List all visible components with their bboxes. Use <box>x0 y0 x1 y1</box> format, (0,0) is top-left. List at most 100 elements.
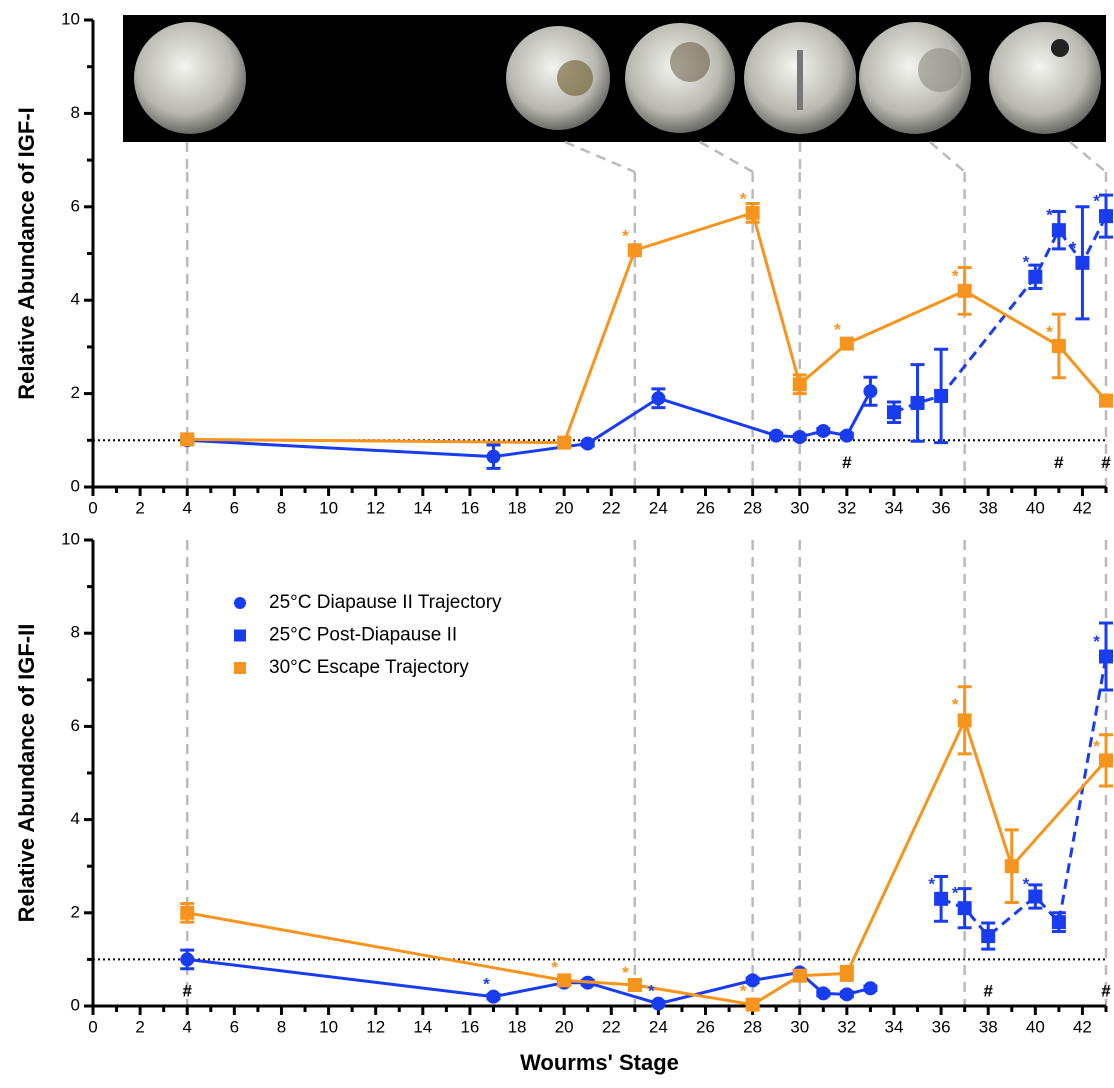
x-tick-label: 16 <box>460 498 479 517</box>
data-point <box>486 449 501 464</box>
data-point <box>934 891 949 906</box>
data-point <box>934 388 949 403</box>
annotation: # <box>1054 453 1064 472</box>
data-point <box>816 423 831 438</box>
x-tick-label: 22 <box>602 498 621 517</box>
annotation: * <box>1046 206 1053 225</box>
y-tick-label: 10 <box>61 9 80 28</box>
data-point <box>1099 209 1113 224</box>
x-tick-label: 16 <box>460 1017 479 1036</box>
annotation: * <box>834 320 841 339</box>
x-tick-label: 36 <box>932 1017 951 1036</box>
x-tick-label: 0 <box>88 1017 97 1036</box>
data-point <box>486 989 501 1004</box>
legend-label: 30°C Escape Trajectory <box>269 657 469 678</box>
x-axis-title: Wourms' Stage <box>520 1050 679 1075</box>
x-tick-label: 26 <box>696 498 715 517</box>
data-point <box>1051 223 1066 238</box>
y-axis-title: Relative Abundance of IGF-I <box>14 107 39 400</box>
x-tick-label: 24 <box>649 1017 668 1036</box>
annotation: * <box>648 982 655 1001</box>
x-tick-label: 6 <box>230 498 239 517</box>
x-tick-label: 20 <box>555 1017 574 1036</box>
annotation: * <box>928 874 935 893</box>
legend-marker <box>234 629 246 642</box>
x-tick-label: 14 <box>413 1017 432 1036</box>
x-tick-label: 8 <box>277 498 286 517</box>
x-tick-label: 10 <box>319 498 338 517</box>
y-tick-label: 0 <box>71 476 80 495</box>
annotation: * <box>622 227 629 246</box>
annotation: # <box>1101 982 1111 1001</box>
x-tick-label: 2 <box>135 498 144 517</box>
data-point <box>1028 269 1043 284</box>
data-point <box>651 996 666 1011</box>
x-tick-label: 12 <box>366 498 385 517</box>
embryo-photo-detail <box>670 42 710 82</box>
data-point <box>180 952 195 967</box>
x-tick-label: 10 <box>319 1017 338 1036</box>
data-point <box>651 391 666 406</box>
x-tick-label: 4 <box>182 498 191 517</box>
x-tick-label: 28 <box>743 498 762 517</box>
legend-label: 25°C Diapause II Trajectory <box>269 592 502 613</box>
data-point <box>957 713 972 728</box>
x-tick-label: 0 <box>88 498 97 517</box>
x-tick-label: 40 <box>1026 498 1045 517</box>
data-point <box>792 377 807 392</box>
series-line <box>187 390 872 459</box>
annotation: * <box>1023 874 1030 893</box>
connector <box>699 140 754 174</box>
annotation: * <box>1093 632 1100 651</box>
embryo-photo-detail <box>797 50 803 110</box>
legend-label: 25°C Post-Diapause II <box>269 625 457 646</box>
x-tick-label: 22 <box>602 1017 621 1036</box>
x-tick-label: 26 <box>696 1017 715 1036</box>
annotation: # <box>983 982 993 1001</box>
series-line <box>187 957 871 1006</box>
series-line <box>187 210 1108 445</box>
y-tick-label: 4 <box>71 290 80 309</box>
x-tick-label: 30 <box>790 498 809 517</box>
x-tick-label: 34 <box>885 1017 904 1036</box>
legend-marker <box>234 597 246 609</box>
connector <box>929 141 966 173</box>
data-point <box>886 405 901 420</box>
photo-strip <box>123 15 1106 142</box>
annotation: * <box>483 975 490 994</box>
data-point <box>627 978 642 993</box>
y-tick-label: 6 <box>71 196 80 215</box>
x-tick-label: 12 <box>366 1017 385 1036</box>
data-point <box>1028 889 1043 904</box>
data-point <box>910 395 925 410</box>
annotation: # <box>842 453 852 472</box>
annotation: * <box>952 884 959 903</box>
connector <box>1069 141 1107 173</box>
data-point <box>839 428 854 443</box>
data-point <box>863 384 878 399</box>
data-point <box>1099 649 1113 664</box>
x-tick-label: 30 <box>790 1017 809 1036</box>
series-line <box>186 716 1108 1007</box>
x-tick-label: 42 <box>1073 1017 1092 1036</box>
annotation: # <box>1101 453 1111 472</box>
x-tick-label: 32 <box>837 498 856 517</box>
x-tick-label: 42 <box>1073 498 1092 517</box>
y-tick-label: 0 <box>71 995 80 1014</box>
y-tick-label: 4 <box>71 809 80 828</box>
data-point <box>1075 255 1090 270</box>
x-tick-label: 6 <box>230 1017 239 1036</box>
annotation: * <box>1070 238 1077 257</box>
annotation: # <box>182 982 192 1001</box>
embryo-photo-detail <box>557 60 593 96</box>
x-tick-label: 18 <box>508 1017 527 1036</box>
data-point <box>981 929 996 944</box>
x-tick-label: 28 <box>743 1017 762 1036</box>
x-tick-label: 2 <box>135 1017 144 1036</box>
y-axis-title: Relative Abundance of IGF-II <box>14 624 39 923</box>
y-tick-label: 8 <box>71 103 80 122</box>
embryo-photo-detail <box>918 48 962 92</box>
annotation: * <box>740 189 747 208</box>
annotation: * <box>1093 737 1100 756</box>
